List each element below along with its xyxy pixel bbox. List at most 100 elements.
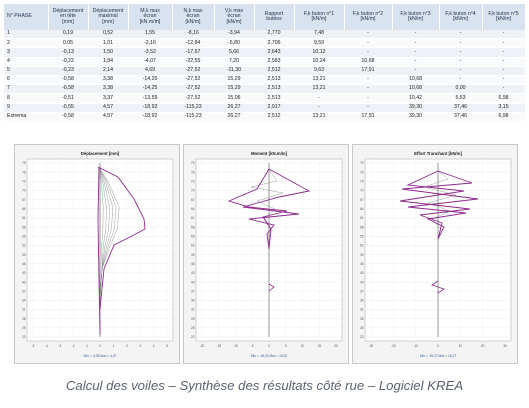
y-tick-label: 31	[22, 308, 26, 312]
envelope-curve	[242, 168, 311, 250]
y-tick-label: 58	[360, 225, 364, 229]
chart-shear: Effort Tranchant [kN/m] 79 76 73 70 67 64 61 58 5…	[352, 144, 518, 364]
table-cell: -	[439, 30, 482, 40]
table-cell: -115,23	[172, 103, 214, 113]
y-tick-label: 64	[22, 207, 26, 211]
x-tick-label: 20	[334, 344, 338, 348]
caption: Calcul des voiles – Synthèse des résulta…	[65, 378, 464, 393]
envelope-curve	[401, 170, 479, 240]
table-cell: 1	[4, 30, 48, 40]
x-tick-label: 0	[437, 344, 439, 348]
chart-title: Moment [kN.m/m]	[251, 151, 288, 156]
table-cell: 3,37	[88, 93, 128, 104]
table-cell: 10,42	[392, 93, 439, 104]
table-row: 3 -0,13 1,50 -3,52 -17,67 5,66 2,643 10,12- - - -	[4, 47, 525, 58]
table-cell: 15,29	[214, 84, 254, 95]
table-cell: 13,21	[294, 112, 344, 122]
y-tick-label: 49	[191, 253, 195, 257]
table-cell: -5,80	[214, 38, 254, 49]
y-tick-label: 28	[360, 317, 364, 321]
y-tick-label: 55	[191, 234, 195, 238]
x-tick-label: 20	[481, 344, 485, 348]
y-tick-label: 58	[22, 225, 26, 229]
table-cell: -3,52	[128, 47, 172, 58]
y-tick-label: 73	[22, 180, 26, 184]
table-cell: -	[294, 93, 344, 104]
table-cell: 7	[4, 84, 48, 95]
y-tick-label: 46	[360, 262, 364, 266]
chart-shear-plot: Effort Tranchant [kN/m] 79 76 73 70 67 64 61 58 5…	[360, 151, 512, 358]
x-tick-label: -1	[85, 344, 88, 348]
table-cell: 13,21	[294, 84, 344, 95]
y-tick-label: 67	[22, 198, 26, 202]
table-cell: -0,58	[48, 84, 88, 95]
table-cell: -11,30	[214, 66, 254, 76]
x-tick-label: -4	[45, 344, 48, 348]
column-header: F,k buton n°3 [kN/m]	[392, 4, 440, 30]
column-header: F,k buton n°4 [kN/m]	[439, 4, 483, 30]
column-header: Déplacement maximal [mm]	[88, 4, 129, 30]
table-cell: -14,25	[128, 75, 172, 86]
table-cell: -0,23	[48, 66, 88, 76]
table-cell: -3,94	[214, 30, 254, 40]
table-cell: -	[392, 66, 439, 76]
table-cell: -2,16	[128, 38, 172, 49]
x-tick-label: 30	[503, 344, 507, 348]
envelope-curve	[268, 283, 275, 292]
table-cell: 2,512	[254, 66, 294, 76]
table-cell: 1,01	[88, 38, 128, 49]
y-tick-label: 58	[191, 225, 195, 229]
table-cell: -	[294, 103, 344, 113]
table-cell: 2,643	[254, 47, 294, 58]
envelope-curve	[399, 170, 471, 240]
column-header: V,k max écran [kN/m]	[214, 4, 255, 30]
table-cell: 3,38	[88, 75, 128, 86]
x-tick-label: 2	[126, 344, 128, 348]
column-header: F,k buton n°5 [kN/m]	[482, 4, 526, 30]
table-cell: -14,25	[128, 84, 172, 95]
table-cell: -	[392, 30, 439, 40]
table-cell: 1,84	[88, 57, 128, 67]
table-cell: -	[439, 57, 482, 67]
table-cell: 2,513	[254, 84, 294, 95]
table-cell: 10,68	[392, 84, 439, 95]
table-row: 2 0,05 1,01 -2,16 -12,84 -5,80 2,706 9,59- - - -	[4, 38, 525, 49]
y-tick-label: 28	[191, 317, 195, 321]
table-cell: 1,50	[88, 47, 128, 58]
table-cell: 7,20	[214, 57, 254, 67]
table-cell: -	[344, 47, 392, 58]
x-tick-label: 0	[268, 344, 270, 348]
chart-displacement: Déplacement [mm] 79 76 73 70 67 64 61 58 55 52 49 46…	[14, 144, 180, 364]
table-cell: -	[482, 66, 525, 76]
y-tick-label: 61	[191, 216, 195, 220]
x-tick-label: -3	[58, 344, 61, 348]
table-cell: -	[439, 38, 482, 49]
y-tick-label: 73	[191, 180, 195, 184]
x-tick-label: 3	[139, 344, 141, 348]
envelope-curve	[97, 166, 146, 310]
y-tick-label: 22	[191, 335, 195, 339]
y-tick-label: 31	[191, 308, 195, 312]
chart-footer: Min = -0,58 Max = 4,57	[84, 354, 117, 358]
table-cell: -	[392, 57, 439, 67]
y-tick-label: 73	[360, 180, 364, 184]
chart-title: Effort Tranchant [kN/m]	[414, 151, 462, 156]
y-tick-label: 40	[360, 280, 364, 284]
table-cell: -	[344, 30, 392, 40]
charts-area: Déplacement [mm] 79 76 73 70 67 64 61 58 55 52 49 46…	[14, 144, 518, 364]
chart-displacement-plot: Déplacement [mm]797673706764615855524946…	[22, 151, 174, 358]
table-cell: -	[482, 57, 525, 67]
table-cell: -	[439, 66, 482, 76]
x-tick-label: -15	[216, 344, 221, 348]
table-cell: 10,68	[344, 57, 392, 67]
table-cell: -	[482, 84, 525, 95]
table-cell: 8	[4, 93, 48, 104]
table-cell: 0,52	[88, 30, 128, 40]
column-header: N,k max écran [kN/m]	[172, 4, 215, 30]
envelope-curve	[97, 166, 101, 335]
table-cell: -	[344, 75, 392, 86]
table-cell: 2,513	[254, 93, 294, 104]
table-cell: 2,512	[254, 112, 294, 122]
table-row: 8 -0,51 3,37 -13,59 -27,52 15,06 2,513- -10,42 5…	[4, 93, 525, 104]
y-tick-label: 70	[191, 189, 195, 193]
